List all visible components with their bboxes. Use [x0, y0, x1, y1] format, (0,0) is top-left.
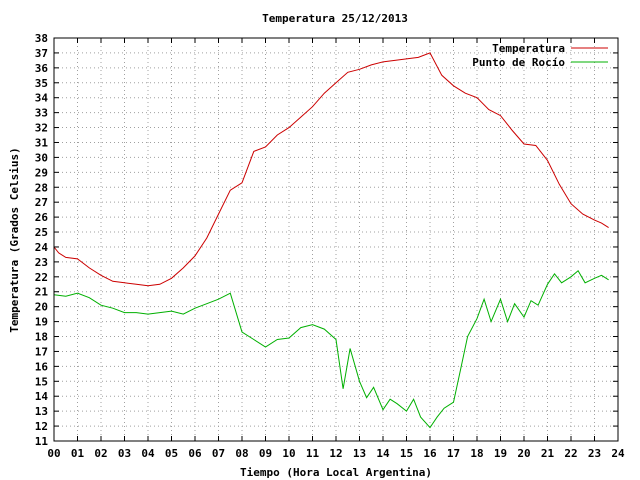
- y-tick-label: 33: [35, 107, 48, 120]
- x-tick-label: 16: [423, 447, 437, 460]
- x-tick-label: 07: [212, 447, 225, 460]
- x-tick-label: 03: [118, 447, 131, 460]
- x-tick-label: 04: [141, 447, 155, 460]
- punto-de-rocio-line: [53, 270, 609, 429]
- y-tick-label: 21: [35, 286, 49, 299]
- legend: Temperatura Punto de Rocío: [472, 42, 608, 69]
- y-tick-label: 25: [35, 226, 48, 239]
- x-tick-label: 11: [306, 447, 320, 460]
- x-tick-label: 00: [47, 447, 60, 460]
- x-tick-label: 12: [329, 447, 342, 460]
- x-tick-label: 20: [517, 447, 530, 460]
- y-axis-label: Temperatura (Grados Celsius): [8, 147, 21, 332]
- y-tick-label: 14: [35, 390, 49, 403]
- y-tick-label: 16: [35, 360, 49, 373]
- y-tick-label: 28: [35, 181, 48, 194]
- legend-label-punto-de-rocio: Punto de Rocío: [472, 56, 565, 69]
- x-tick-label: 05: [165, 447, 178, 460]
- x-tick-label: 06: [188, 447, 202, 460]
- y-tick-label: 22: [35, 271, 48, 284]
- y-tick-label: 20: [35, 301, 48, 314]
- x-tick-label: 23: [588, 447, 601, 460]
- y-tick-label: 32: [35, 122, 48, 135]
- x-tick-label: 08: [235, 447, 248, 460]
- y-tick-label: 11: [35, 435, 49, 448]
- y-tick-label: 36: [35, 62, 49, 75]
- x-tick-label: 19: [494, 447, 507, 460]
- y-tick-label: 15: [35, 375, 48, 388]
- chart-title: Temperatura 25/12/2013: [262, 12, 408, 25]
- y-tick-label: 31: [35, 136, 49, 149]
- x-tick-label: 24: [611, 447, 625, 460]
- x-tick-label: 09: [259, 447, 272, 460]
- y-tick-label: 27: [35, 196, 48, 209]
- x-tick-label: 02: [94, 447, 107, 460]
- y-tick-label: 19: [35, 316, 48, 329]
- y-tick-label: 29: [35, 166, 48, 179]
- y-tick-label: 26: [35, 211, 49, 224]
- y-tick-label: 23: [35, 256, 48, 269]
- x-tick-label: 21: [541, 447, 555, 460]
- axis-ticks: [53, 37, 619, 442]
- x-axis-label: Tiempo (Hora Local Argentina): [240, 466, 432, 479]
- grid-lines: [54, 38, 618, 441]
- y-tick-label: 35: [35, 77, 48, 90]
- series-lines: [53, 52, 609, 429]
- x-tick-label: 01: [71, 447, 85, 460]
- x-tick-label: 14: [376, 447, 390, 460]
- x-tick-label: 22: [564, 447, 577, 460]
- y-tick-label: 13: [35, 405, 48, 418]
- y-tick-label: 17: [35, 345, 48, 358]
- y-tick-label: 34: [35, 92, 49, 105]
- y-tick-label: 24: [35, 241, 49, 254]
- y-tick-label: 18: [35, 331, 48, 344]
- x-tick-label: 10: [282, 447, 295, 460]
- x-tick-label: 13: [353, 447, 366, 460]
- x-tick-label: 15: [400, 447, 413, 460]
- temperatura-line: [53, 52, 609, 287]
- y-tick-label: 30: [35, 151, 48, 164]
- y-tick-label: 37: [35, 47, 48, 60]
- y-tick-label: 38: [35, 32, 48, 45]
- y-tick-label: 12: [35, 420, 48, 433]
- x-tick-label: 17: [447, 447, 460, 460]
- x-tick-labels: 00 01 02 03 04 05 06 07 08 09 10 11 12 13 14 15 16 17 18 19…: [47, 447, 625, 460]
- x-tick-label: 18: [470, 447, 483, 460]
- legend-label-temperatura: Temperatura: [492, 42, 565, 55]
